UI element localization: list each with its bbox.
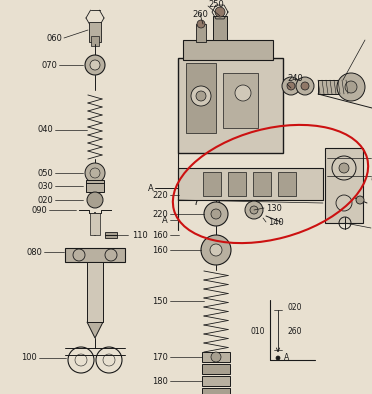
Bar — [278, 172, 296, 196]
Text: 220: 220 — [152, 191, 168, 199]
Circle shape — [85, 55, 105, 75]
Text: 040: 040 — [37, 126, 53, 134]
Bar — [253, 172, 271, 196]
Circle shape — [250, 206, 258, 214]
Bar — [65, 248, 125, 262]
Text: 160: 160 — [152, 245, 168, 255]
Circle shape — [339, 163, 349, 173]
Circle shape — [196, 91, 206, 101]
Circle shape — [211, 209, 221, 219]
Text: 050: 050 — [37, 169, 53, 178]
Text: 260: 260 — [192, 9, 208, 19]
Bar — [91, 36, 99, 46]
Bar — [202, 376, 230, 386]
Text: A: A — [284, 353, 289, 362]
Polygon shape — [87, 322, 103, 338]
Text: 170: 170 — [152, 353, 168, 362]
Text: A: A — [148, 184, 154, 193]
Bar — [186, 63, 216, 133]
Text: 230: 230 — [371, 33, 372, 43]
Text: 090: 090 — [31, 206, 47, 214]
Circle shape — [245, 201, 263, 219]
Bar — [213, 16, 227, 40]
Text: 130: 130 — [266, 203, 282, 212]
Text: 160: 160 — [152, 230, 168, 240]
Circle shape — [87, 192, 103, 208]
Bar — [87, 262, 103, 322]
Bar — [86, 180, 104, 192]
Text: 020: 020 — [288, 303, 302, 312]
Circle shape — [90, 60, 100, 70]
Bar — [89, 22, 101, 42]
Text: 250: 250 — [208, 0, 224, 9]
Text: 140: 140 — [268, 217, 284, 227]
Circle shape — [301, 82, 309, 90]
Text: A: A — [162, 216, 168, 225]
Text: 240: 240 — [287, 74, 303, 82]
Text: 070: 070 — [41, 61, 57, 69]
Bar — [183, 40, 273, 60]
Text: 260: 260 — [288, 327, 302, 336]
Circle shape — [197, 20, 205, 28]
Circle shape — [210, 244, 222, 256]
Text: 100: 100 — [21, 353, 37, 362]
Circle shape — [345, 81, 357, 93]
Circle shape — [282, 77, 300, 95]
Circle shape — [201, 235, 231, 265]
Bar — [202, 352, 230, 362]
Circle shape — [276, 356, 280, 360]
Text: 080: 080 — [26, 247, 42, 256]
Text: 220: 220 — [152, 210, 168, 219]
Text: 010: 010 — [250, 327, 265, 336]
Bar — [203, 172, 221, 196]
Text: 030: 030 — [37, 182, 53, 191]
Bar — [196, 24, 206, 42]
Bar — [325, 148, 363, 223]
Circle shape — [287, 82, 295, 90]
Bar — [202, 388, 230, 394]
Text: 060: 060 — [46, 33, 62, 43]
Circle shape — [356, 196, 364, 204]
Text: 020: 020 — [37, 195, 53, 204]
Bar — [202, 364, 230, 374]
Text: 110: 110 — [132, 230, 148, 240]
Circle shape — [211, 352, 221, 362]
Circle shape — [296, 77, 314, 95]
Bar — [178, 58, 283, 153]
Bar — [318, 80, 348, 94]
Circle shape — [204, 202, 228, 226]
Bar — [178, 168, 323, 200]
Circle shape — [191, 86, 211, 106]
Circle shape — [85, 163, 105, 183]
Bar — [223, 73, 258, 128]
Bar — [90, 213, 100, 235]
Circle shape — [215, 7, 225, 17]
Text: 180: 180 — [152, 377, 168, 385]
Circle shape — [337, 73, 365, 101]
Bar — [228, 172, 246, 196]
Bar — [105, 232, 117, 238]
Circle shape — [235, 85, 251, 101]
Text: 150: 150 — [152, 297, 168, 305]
